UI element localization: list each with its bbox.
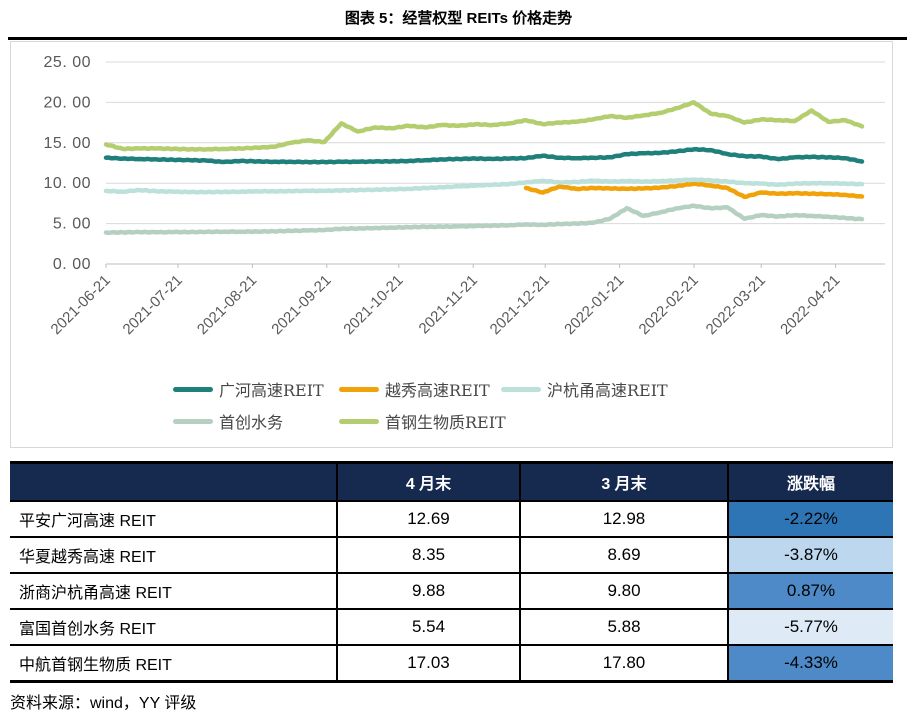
table-row: 平安广河高速 REIT 12.69 12.98 -2.22% [10, 501, 893, 537]
reit-name-cell: 华夏越秀高速 REIT [19, 549, 156, 566]
x-axis-tick-label: 2021-12-21 [487, 272, 553, 338]
x-axis-tick-label: 2022-04-21 [777, 272, 843, 338]
table-header-cell-3: 涨跌幅 [727, 462, 893, 501]
change-cell: -5.77% [727, 609, 893, 645]
table-header-cell-name [10, 462, 337, 501]
reit-name-cell: 浙商沪杭甬高速 REIT [19, 585, 172, 602]
y-axis-tick-label: 0. 00 [53, 256, 91, 273]
series-line-4 [103, 203, 865, 236]
apr-value-cell: 9.88 [336, 573, 520, 609]
table-header-row: 4 月末 3 月末 涨跌幅 [10, 462, 893, 501]
x-axis-tick-label: 2021-09-21 [268, 272, 334, 338]
legend-swatch [339, 386, 379, 392]
series-line-5 [103, 100, 865, 152]
x-axis-tick-label: 2021-06-21 [48, 272, 114, 338]
apr-value-cell: 8.35 [336, 537, 520, 573]
table-body: 平安广河高速 REIT 12.69 12.98 -2.22% 华夏越秀高速 REIT 8.… [10, 501, 893, 682]
change-cell: -4.33% [727, 645, 893, 682]
legend-label: 广河高速REIT [219, 381, 324, 400]
legend-item: 广河高速REIT [173, 378, 324, 400]
y-axis-tick-label: 20. 00 [44, 94, 91, 111]
series-line-1 [103, 146, 865, 165]
reit-name-cell: 中航首钢生物质 REIT [19, 657, 172, 674]
y-axis-tick-label: 15. 00 [44, 135, 91, 152]
change-cell: 0.87% [727, 573, 893, 609]
apr-value-cell: 12.69 [336, 501, 520, 537]
table-row: 华夏越秀高速 REIT 8.35 8.69 -3.87% [10, 537, 893, 573]
table-row: 浙商沪杭甬高速 REIT 9.88 9.80 0.87% [10, 573, 893, 609]
legend-swatch [501, 386, 541, 392]
apr-value-cell: 5.54 [336, 609, 520, 645]
x-axis-tick-label: 2022-01-21 [561, 272, 627, 338]
y-axis-tick-label: 10. 00 [44, 175, 91, 192]
change-cell: -2.22% [727, 501, 893, 537]
mar-value-cell: 17.80 [519, 645, 728, 682]
change-cell: -3.87% [727, 537, 893, 573]
reits-table: 4 月末 3 月末 涨跌幅 平安广河高速 REIT 12.69 12.98 -2.22% 华… [10, 461, 893, 683]
legend-swatch [339, 418, 379, 424]
apr-value-cell: 17.03 [336, 645, 520, 682]
series-line-2 [523, 181, 865, 200]
legend-label: 越秀高速REIT [385, 381, 490, 400]
mar-value-cell: 8.69 [519, 537, 728, 573]
table-wrap: 4 月末 3 月末 涨跌幅 平安广河高速 REIT 12.69 12.98 -2.22% 华… [10, 461, 893, 683]
series-line-3 [103, 177, 865, 195]
table-head: 4 月末 3 月末 涨跌幅 [10, 462, 893, 501]
x-axis-tick-label: 2021-08-21 [194, 272, 260, 338]
legend-swatch [173, 418, 213, 424]
legend-label: 沪杭甬高速REIT [547, 381, 668, 400]
chart-panel: 25. 00 20. 00 15. 00 10. 00 5. 00 0. 00 2021-0… [10, 41, 893, 448]
mar-value-cell: 5.88 [519, 609, 728, 645]
reit-name-cell: 富国首创水务 REIT [19, 621, 156, 638]
source-note: 资料来源：wind，YY 评级 [10, 695, 197, 712]
table-header-cell-2: 3 月末 [519, 462, 728, 501]
y-axis-tick-label: 5. 00 [53, 216, 91, 233]
legend-label: 首钢生物质REIT [385, 413, 506, 432]
legend-item: 首创水务 [173, 410, 283, 432]
x-axis-tick-label: 2021-10-21 [340, 272, 406, 338]
y-axis-tick-label: 25. 00 [44, 54, 91, 71]
x-axis-tick-label: 2021-11-21 [416, 272, 481, 337]
x-axis-tick-label: 2021-07-21 [120, 272, 186, 338]
x-axis-tick-label: 2022-03-21 [703, 272, 769, 338]
legend-swatch [173, 386, 213, 392]
legend-item: 沪杭甬高速REIT [501, 378, 668, 400]
legend-item: 越秀高速REIT [339, 378, 490, 400]
table-header-cell-1: 4 月末 [336, 462, 520, 501]
legend-label: 首创水务 [219, 413, 284, 432]
legend-item: 首钢生物质REIT [339, 410, 506, 432]
table-row: 中航首钢生物质 REIT 17.03 17.80 -4.33% [10, 645, 893, 682]
x-axis-tick-label: 2022-02-21 [636, 272, 702, 338]
mar-value-cell: 12.98 [519, 501, 728, 537]
mar-value-cell: 9.80 [519, 573, 728, 609]
reit-name-cell: 平安广河高速 REIT [19, 513, 156, 530]
page-title: 图表 5：经营权型 REITs 价格走势 [344, 10, 573, 27]
table-row: 富国首创水务 REIT 5.54 5.88 -5.77% [10, 609, 893, 645]
title-rule [8, 37, 907, 40]
